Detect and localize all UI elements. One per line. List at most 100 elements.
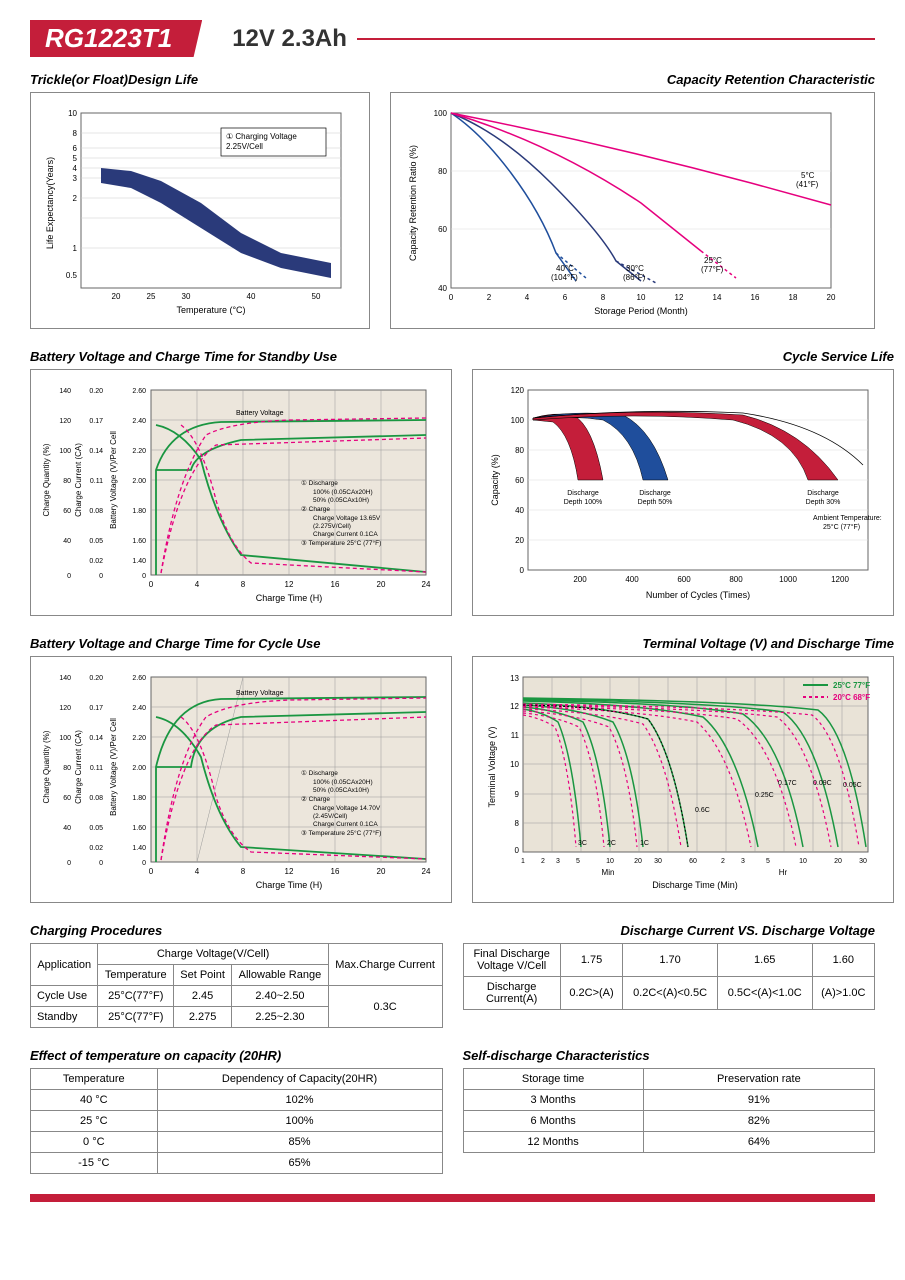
svg-text:1.40: 1.40 — [132, 558, 146, 565]
svg-text:Life Expectancy(Years): Life Expectancy(Years) — [45, 157, 55, 249]
retention-chart: 100806040 0246 8101214 161820 — [390, 92, 875, 329]
svg-text:5: 5 — [576, 858, 580, 865]
svg-text:18: 18 — [789, 293, 798, 302]
svg-text:① Charging Voltage: ① Charging Voltage — [226, 132, 297, 141]
svg-text:16: 16 — [331, 867, 340, 876]
svg-text:0.08: 0.08 — [89, 508, 103, 515]
charging-title: Charging Procedures — [30, 923, 443, 938]
svg-text:1.80: 1.80 — [132, 508, 146, 515]
svg-text:2: 2 — [541, 858, 545, 865]
svg-text:100: 100 — [59, 448, 71, 455]
svg-text:0.20: 0.20 — [89, 675, 103, 682]
svg-text:4: 4 — [525, 293, 530, 302]
svg-text:40: 40 — [63, 825, 71, 832]
voltage-capacity: 12V 2.3Ah — [232, 25, 347, 53]
svg-text:3: 3 — [741, 858, 745, 865]
terminal-chart: 25°C 77°F 20°C 68°F — [472, 656, 894, 903]
svg-text:Charge Time (H): Charge Time (H) — [256, 593, 323, 603]
svg-text:20: 20 — [377, 867, 386, 876]
svg-text:20: 20 — [634, 858, 642, 865]
svg-text:3C: 3C — [578, 840, 587, 847]
svg-text:120: 120 — [59, 418, 71, 425]
svg-text:Capacity Retention Ratio (%): Capacity Retention Ratio (%) — [408, 145, 418, 261]
svg-text:(86°F): (86°F) — [623, 273, 646, 282]
self-discharge-title: Self-discharge Characteristics — [463, 1048, 876, 1063]
svg-text:Charge Quantity (%): Charge Quantity (%) — [42, 443, 51, 516]
svg-text:20: 20 — [827, 293, 836, 302]
svg-text:80: 80 — [515, 446, 524, 455]
footer-rule — [30, 1194, 875, 1202]
svg-text:2C: 2C — [607, 840, 616, 847]
svg-text:Discharge: Discharge — [807, 490, 839, 497]
svg-text:2.20: 2.20 — [132, 735, 146, 742]
svg-text:0.17C: 0.17C — [778, 780, 797, 787]
svg-text:2: 2 — [73, 194, 78, 203]
svg-text:13: 13 — [510, 674, 519, 683]
svg-text:12: 12 — [510, 702, 519, 711]
svg-text:30: 30 — [654, 858, 662, 865]
svg-text:2: 2 — [487, 293, 492, 302]
svg-text:120: 120 — [511, 386, 525, 395]
svg-text:10: 10 — [606, 858, 614, 865]
svg-text:Depth 30%: Depth 30% — [806, 499, 841, 506]
svg-text:10: 10 — [68, 109, 77, 118]
header: RG1223T1 12V 2.3Ah — [30, 20, 875, 57]
svg-text:200: 200 — [573, 575, 587, 584]
svg-text:Charge Current 0.1CA: Charge Current 0.1CA — [313, 531, 378, 538]
svg-text:400: 400 — [625, 575, 639, 584]
cycle-life-title: Cycle Service Life — [472, 349, 894, 364]
svg-text:① Discharge: ① Discharge — [301, 769, 338, 777]
svg-text:0.02: 0.02 — [89, 845, 103, 852]
svg-text:0: 0 — [515, 846, 520, 855]
svg-text:① Discharge: ① Discharge — [301, 479, 338, 487]
svg-text:20°C 68°F: 20°C 68°F — [833, 693, 870, 702]
charging-table: Application Charge Voltage(V/Cell) Max.C… — [30, 943, 443, 1028]
svg-text:Depth 100%: Depth 100% — [564, 499, 603, 506]
svg-text:Discharge: Discharge — [567, 490, 599, 497]
svg-text:8: 8 — [241, 580, 246, 589]
svg-text:0: 0 — [149, 867, 154, 876]
svg-text:Charge Voltage 14.70V: Charge Voltage 14.70V — [313, 805, 381, 812]
svg-text:2.40: 2.40 — [132, 705, 146, 712]
svg-text:50: 50 — [312, 292, 321, 301]
svg-text:30: 30 — [859, 858, 867, 865]
svg-text:1.60: 1.60 — [132, 538, 146, 545]
svg-text:1000: 1000 — [779, 575, 797, 584]
svg-text:0: 0 — [142, 860, 146, 867]
svg-text:Charge Voltage 13.65V: Charge Voltage 13.65V — [313, 515, 381, 522]
svg-text:1: 1 — [521, 858, 525, 865]
svg-text:80: 80 — [438, 167, 447, 176]
svg-text:25: 25 — [147, 292, 156, 301]
svg-text:4: 4 — [73, 164, 78, 173]
svg-text:2.00: 2.00 — [132, 478, 146, 485]
svg-text:0.17: 0.17 — [89, 418, 103, 425]
svg-text:20: 20 — [515, 536, 524, 545]
svg-text:60: 60 — [515, 476, 524, 485]
svg-text:80: 80 — [63, 478, 71, 485]
svg-text:(41°F): (41°F) — [796, 180, 819, 189]
svg-text:0: 0 — [67, 573, 71, 580]
discharge-iv-title: Discharge Current VS. Discharge Voltage — [463, 923, 876, 938]
trickle-title: Trickle(or Float)Design Life — [30, 72, 370, 87]
svg-text:Charge Current (CA): Charge Current (CA) — [74, 443, 83, 517]
svg-text:0.14: 0.14 — [89, 735, 103, 742]
svg-text:25°C 77°F: 25°C 77°F — [833, 681, 870, 690]
svg-text:100% (0.05CAx20H): 100% (0.05CAx20H) — [313, 489, 373, 496]
svg-text:0.08: 0.08 — [89, 795, 103, 802]
svg-text:Ambient Temperature:: Ambient Temperature: — [813, 515, 882, 522]
svg-text:1.40: 1.40 — [132, 845, 146, 852]
cycle-life-chart: 12010080 6040200 200400600 80010001200 — [472, 369, 894, 616]
svg-text:4: 4 — [195, 867, 200, 876]
cycle-use-title: Battery Voltage and Charge Time for Cycl… — [30, 636, 452, 651]
svg-text:25°C (77°F): 25°C (77°F) — [823, 523, 860, 531]
svg-text:0: 0 — [520, 566, 525, 575]
header-rule — [357, 38, 875, 40]
svg-text:0.05C: 0.05C — [843, 782, 862, 789]
svg-text:0.5: 0.5 — [66, 271, 78, 280]
svg-text:0.20: 0.20 — [89, 388, 103, 395]
model-number: RG1223T1 — [30, 20, 202, 57]
svg-text:100: 100 — [59, 735, 71, 742]
svg-text:1.60: 1.60 — [132, 825, 146, 832]
svg-text:Charge Current (CA): Charge Current (CA) — [74, 730, 83, 804]
svg-text:6: 6 — [563, 293, 568, 302]
